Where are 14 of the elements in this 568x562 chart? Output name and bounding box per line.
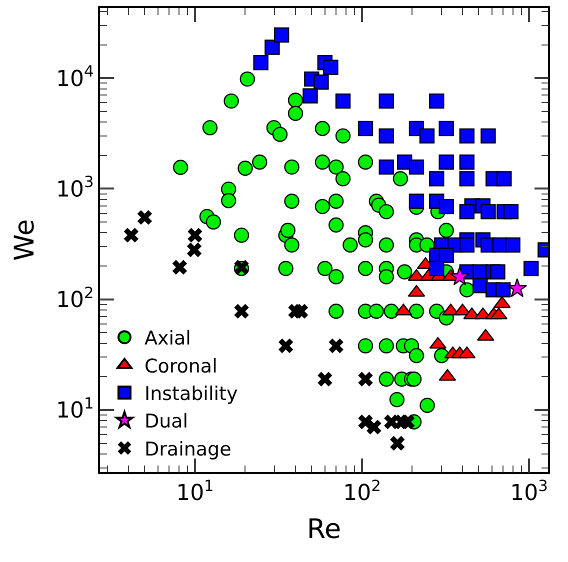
x-tick-label: 10$^{3}$ [510, 476, 548, 506]
x-tick-label: 10$^{2}$ [343, 476, 381, 506]
y-tick-label: 10$^{3}$ [56, 173, 94, 202]
x-axis-title: Re [306, 514, 342, 546]
legend-label: Axial [144, 328, 191, 350]
y-tick-label: 10$^{1}$ [56, 394, 94, 424]
legend-label: Dual [144, 410, 188, 433]
legend-label: Coronal [144, 355, 218, 378]
y-axis-title: We [10, 219, 41, 261]
legend-label: Drainage [144, 438, 232, 460]
y-tick-label: 10$^{4}$ [56, 62, 94, 92]
x-tick-label: 10$^{1}$ [176, 476, 214, 506]
y-tick-label: 10$^{2}$ [56, 284, 94, 314]
legend-label: Instability [144, 383, 238, 406]
